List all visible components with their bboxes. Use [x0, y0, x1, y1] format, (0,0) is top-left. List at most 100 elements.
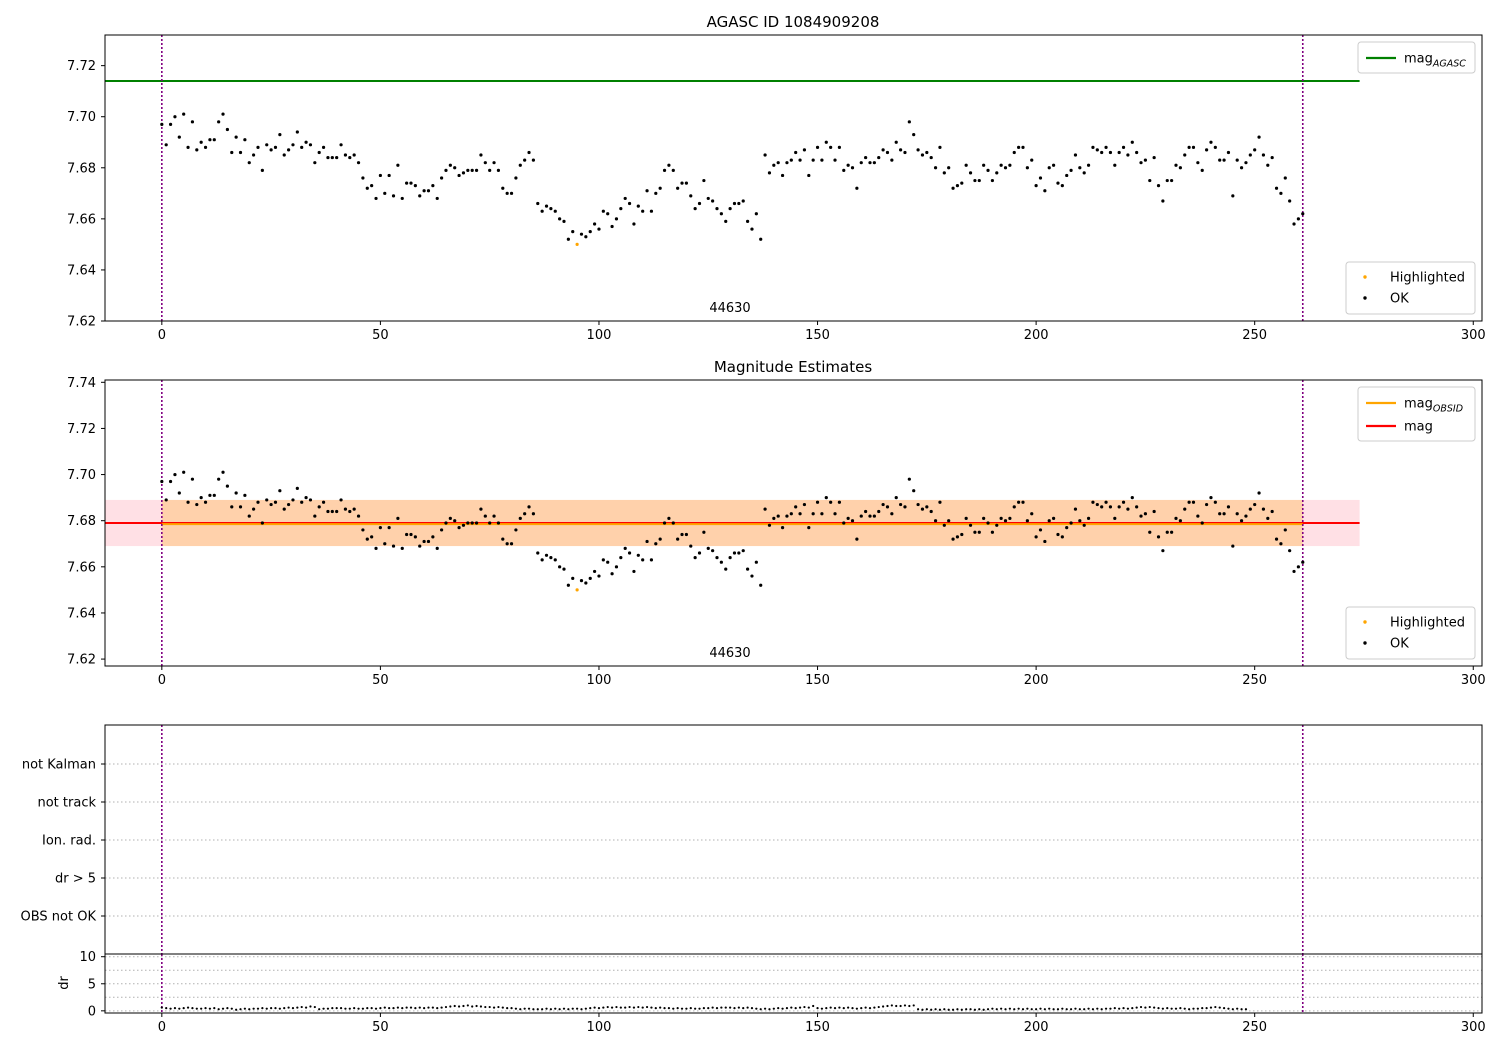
y-tick-label: 7.72 [67, 59, 96, 74]
agasc-ok-point [772, 163, 776, 167]
dr-point [283, 1007, 286, 1010]
agasc-ok-point [925, 150, 929, 155]
agasc-ok-point [737, 201, 741, 206]
agasc-ok-point [1253, 148, 1257, 152]
dr-point [348, 1007, 351, 1010]
dr-point [593, 1006, 596, 1009]
estimate-ok-point [1253, 502, 1257, 507]
agasc-ok-point [750, 227, 754, 231]
dr-point [457, 1005, 461, 1008]
dr-point [1126, 1007, 1130, 1010]
estimate-ok-point [1187, 500, 1191, 504]
agasc-ok-point [697, 201, 702, 206]
estimate-ok-point [960, 532, 964, 537]
dr-point [1218, 1006, 1221, 1009]
estimate-ok-point [1038, 528, 1043, 532]
agasc-ok-point [807, 173, 811, 178]
estimate-ok-point [872, 514, 876, 518]
agasc-ok-point [597, 227, 601, 231]
agasc-ok-point [579, 232, 584, 236]
agasc-ok-point [1283, 176, 1287, 180]
dr-point [304, 1006, 308, 1009]
dr-point [763, 1007, 767, 1010]
estimate-ok-point [413, 535, 417, 539]
agasc-ok-point [706, 196, 710, 201]
agasc-obsid-label: 44630 [709, 301, 750, 316]
dr-point [514, 1007, 518, 1010]
estimate-ok-point [571, 576, 575, 580]
dr-point [1104, 1007, 1108, 1010]
dr-point [667, 1007, 671, 1010]
agasc-ok-point [440, 176, 444, 180]
agasc-ok-point [1104, 145, 1108, 149]
estimate-ok-point [1274, 537, 1279, 541]
dr-point [562, 1007, 566, 1010]
estimate-ok-point [1191, 500, 1196, 504]
agasc-ok-point [711, 199, 715, 203]
agasc-ok-point [1012, 150, 1016, 155]
dr-point [300, 1005, 303, 1009]
estimate-ok-point [1266, 516, 1270, 520]
estimate-ok-point [448, 516, 452, 520]
estimate-ok-point [531, 512, 536, 516]
estimate-ok-point [1235, 512, 1239, 516]
dr-point [1183, 1007, 1186, 1010]
agasc-ok-point [1266, 163, 1270, 167]
agasc-ok-point [645, 189, 649, 193]
estimate-ok-point [907, 477, 911, 481]
agasc-ok-point [654, 191, 658, 195]
dr-point [1000, 1007, 1003, 1010]
estimate-ok-point [273, 500, 278, 504]
agasc-ok-point [1274, 186, 1279, 190]
estimate-ok-point [750, 574, 754, 578]
dr-point [606, 1005, 609, 1009]
agasc-ok-point [1043, 189, 1047, 193]
estimate-ok-point [833, 512, 837, 516]
estimate-ok-point [317, 505, 321, 509]
estimate-ok-point [466, 521, 470, 525]
agasc-highlighted-point [575, 242, 579, 246]
agasc-ok-point [1017, 145, 1021, 149]
dr-point [969, 1008, 972, 1011]
estimate-ok-point [470, 521, 474, 525]
agasc-ok-point [243, 138, 247, 142]
agasc-ok-point [933, 166, 938, 170]
dr-point [235, 1008, 238, 1011]
agasc-ok-point [1261, 153, 1266, 157]
estimate-ok-point [807, 526, 811, 530]
dr-point [484, 1005, 487, 1009]
dr-point [1214, 1005, 1217, 1009]
dr-point [995, 1008, 998, 1011]
dr-point [331, 1007, 334, 1010]
estimate-ok-point [348, 509, 352, 514]
agasc-ok-point [474, 168, 479, 172]
estimate-ok-point [693, 555, 697, 560]
estimate-ok-point [1091, 500, 1095, 504]
dr-point [619, 1006, 622, 1009]
dr-point [654, 1007, 657, 1010]
estimate-ok-point [230, 505, 234, 509]
agasc-ok-point [234, 135, 238, 139]
estimate-ok-point [767, 523, 772, 527]
dr-point [396, 1006, 399, 1009]
dr-point [951, 1008, 955, 1011]
agasc-ok-point [203, 145, 208, 149]
dr-point [471, 1005, 474, 1008]
estimate-ok-point [732, 551, 737, 555]
estimate-ok-point [724, 567, 728, 571]
x-tick-label: 200 [1024, 673, 1049, 688]
agasc-ok-point [313, 161, 317, 165]
dr-point [1144, 1006, 1147, 1009]
dr-point [418, 1006, 421, 1009]
dr-point [584, 1007, 587, 1010]
estimate-ok-point [1043, 539, 1047, 544]
agasc-ok-point [365, 186, 369, 190]
dr-point [479, 1005, 483, 1008]
dr-point [777, 1007, 780, 1010]
agasc-ok-point [693, 207, 697, 211]
dr-point [1231, 1008, 1234, 1011]
dr-point [1043, 1008, 1046, 1011]
dr-point [838, 1006, 841, 1009]
y-tick-label: 7.66 [67, 212, 96, 227]
agasc-ok-point [1126, 153, 1130, 157]
